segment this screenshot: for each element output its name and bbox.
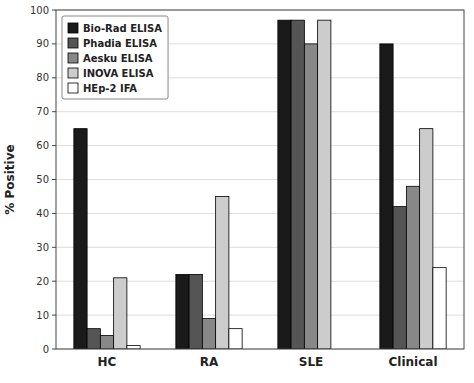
bar [176, 274, 189, 349]
legend-swatch [68, 83, 78, 93]
bar [278, 20, 291, 349]
grid-line [56, 179, 464, 180]
chart: 0 10 20 30 40 50 60 70 80 90 100 HC RA SLE Clinical % P… [0, 0, 474, 383]
legend: Bio-Rad ELISA Phadia ELISA Aesku ELISA INOV… [62, 16, 168, 99]
bar [216, 196, 229, 349]
bar [291, 20, 304, 349]
legend-label: Aesku ELISA [83, 53, 153, 64]
y-tick-label: 60 [36, 140, 49, 151]
legend-swatch [68, 53, 78, 63]
x-tick-label: RA [200, 355, 219, 369]
y-tick-label: 100 [30, 5, 49, 16]
y-tick [52, 10, 56, 11]
y-tick [52, 145, 56, 146]
bar [74, 129, 87, 349]
y-tick [52, 43, 56, 44]
bar [127, 346, 140, 349]
legend-box [62, 16, 168, 99]
grid-line [56, 145, 464, 146]
bar [380, 44, 393, 349]
y-tick [52, 213, 56, 214]
legend-swatch [68, 23, 78, 33]
legend-label: INOVA ELISA [83, 68, 154, 79]
legend-label: Phadia ELISA [83, 38, 157, 49]
y-tick-label: 10 [36, 310, 49, 321]
bar [100, 335, 113, 349]
bar [114, 278, 127, 349]
y-axis-label: % Positive [3, 144, 17, 214]
bar [304, 44, 317, 349]
legend-swatch [68, 68, 78, 78]
y-tick-label: 70 [36, 106, 49, 117]
bar [202, 318, 215, 349]
x-tick-label: Clinical [388, 355, 437, 369]
y-tick [52, 179, 56, 180]
y-tick [52, 77, 56, 78]
y-tick-label: 30 [36, 242, 49, 253]
bar [318, 20, 331, 349]
y-tick [52, 349, 56, 350]
y-tick-label: 50 [36, 174, 49, 185]
y-tick [52, 111, 56, 112]
x-tick-label: SLE [299, 355, 324, 369]
grid [56, 10, 464, 349]
y-tick [52, 315, 56, 316]
bars [74, 20, 446, 349]
y-tick-label: 0 [43, 344, 49, 355]
y-tick-label: 80 [36, 72, 49, 83]
y-tick [52, 281, 56, 282]
y-tick-label: 40 [36, 208, 49, 219]
bar [189, 274, 202, 349]
legend-swatch [68, 38, 78, 48]
legend-label: Bio-Rad ELISA [83, 23, 162, 34]
legend-label: HEp-2 IFA [83, 83, 137, 94]
bar [229, 329, 242, 349]
bar [433, 268, 446, 349]
bar [393, 207, 406, 349]
bar [87, 329, 100, 349]
y-tick-label: 90 [36, 38, 49, 49]
y-tick-label: 20 [36, 276, 49, 287]
x-tick-label: HC [98, 355, 117, 369]
chart-container: 0 10 20 30 40 50 60 70 80 90 100 HC RA SLE Clinical % P… [0, 0, 474, 383]
grid-line [56, 111, 464, 112]
plot-frame [56, 10, 464, 349]
bar [420, 129, 433, 349]
bar [406, 186, 419, 349]
y-tick [52, 247, 56, 248]
